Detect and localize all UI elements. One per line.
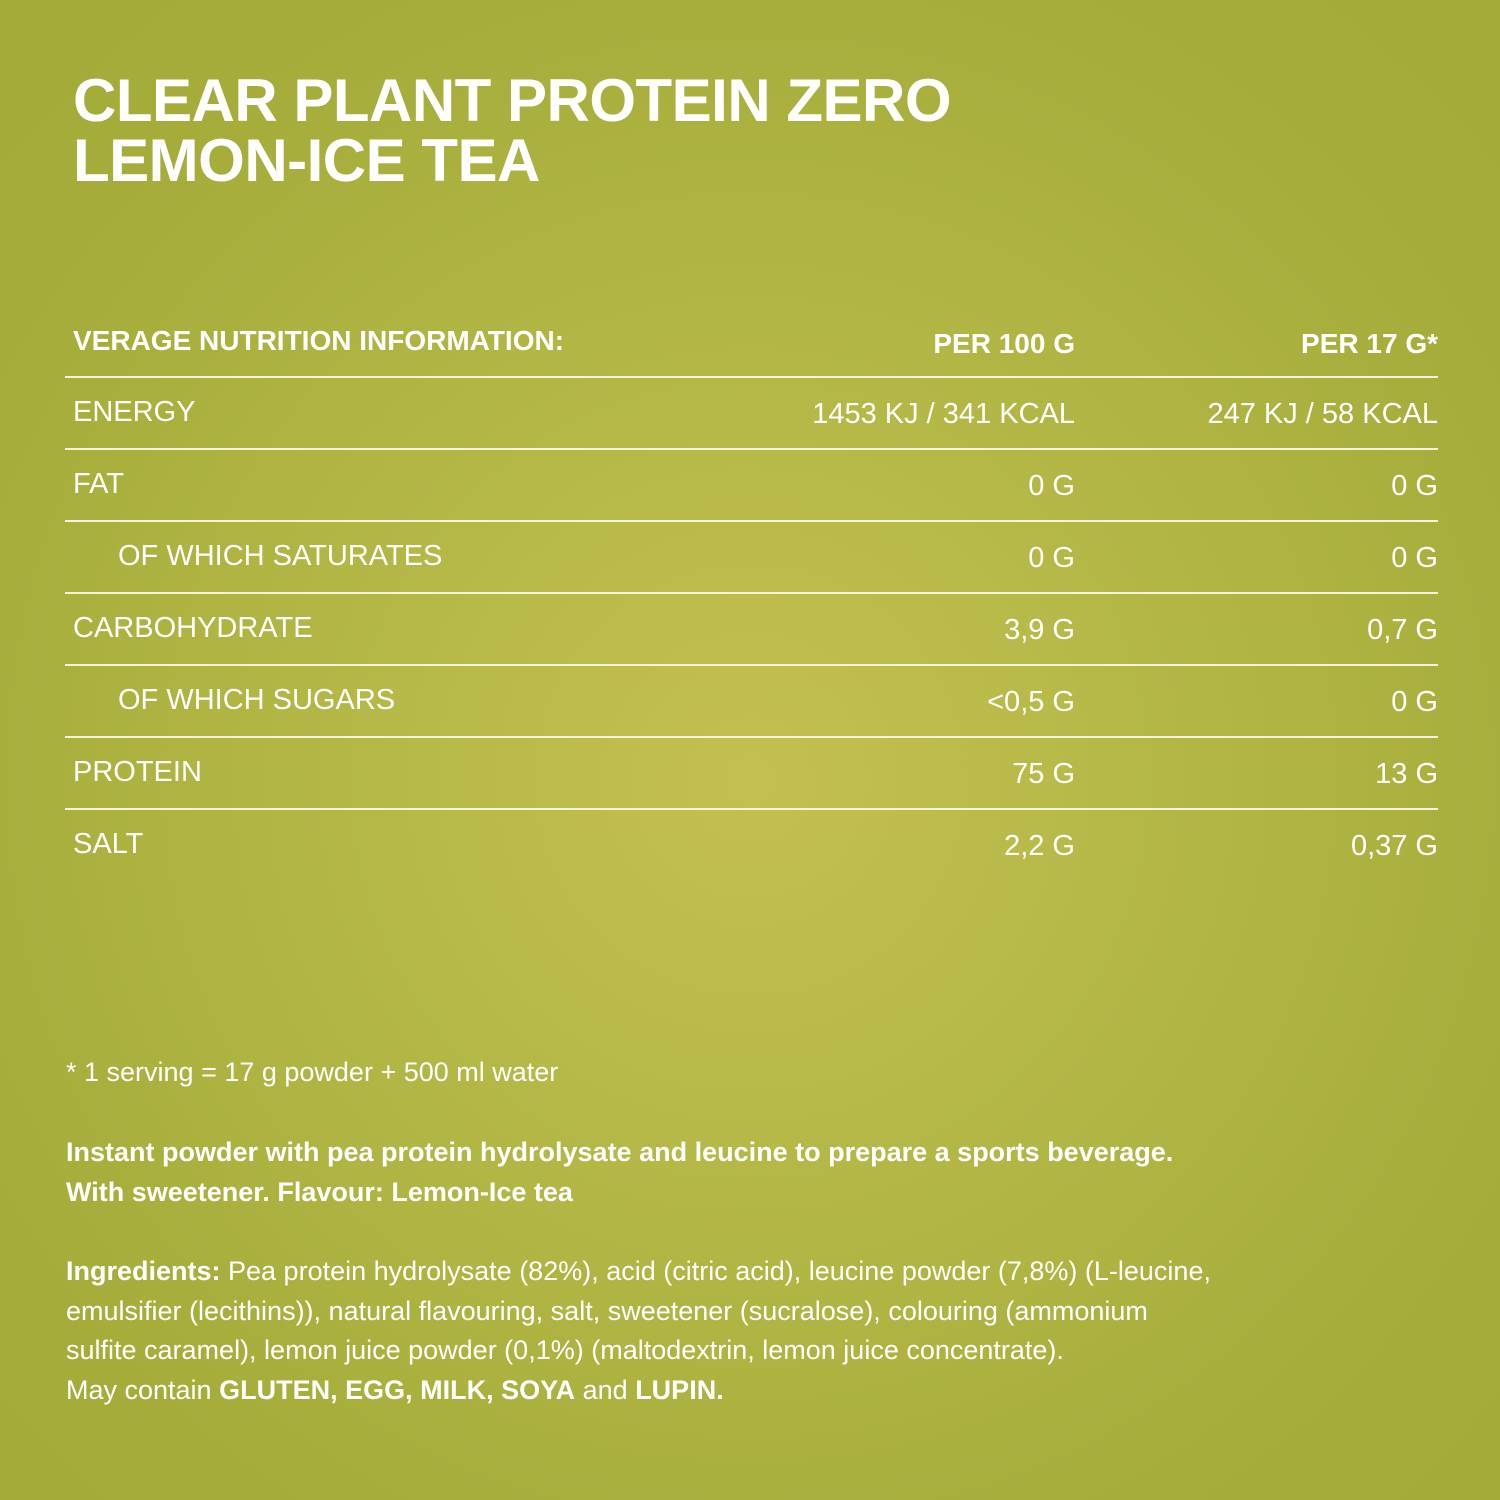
row-value: 75 G <box>1012 758 1075 790</box>
ingredients-text: emulsifier (lecithins)), natural flavour… <box>66 1295 1148 1326</box>
row-value: 0 G <box>1028 542 1075 574</box>
row-value: 0,7 G <box>1367 614 1438 646</box>
row-value: <0,5 G <box>987 686 1075 718</box>
row-label: OF WHICH SATURATES <box>118 540 443 572</box>
ingredients-text: sulfite caramel), lemon juice powder (0,… <box>66 1335 1064 1365</box>
row-label: CARBOHYDRATE <box>73 612 313 644</box>
row-rule <box>65 664 1438 666</box>
row-value: 2,2 G <box>1004 830 1075 862</box>
table-header: PER 100 G <box>933 328 1075 359</box>
footnote: * 1 serving = 17 g powder + 500 ml water <box>66 1057 559 1087</box>
row-value: 0 G <box>1391 686 1438 718</box>
row-rule <box>65 448 1438 450</box>
row-rule <box>65 592 1438 594</box>
row-label: OF WHICH SUGARS <box>118 684 396 716</box>
row-value: 13 G <box>1375 758 1438 790</box>
row-value: 0,37 G <box>1350 830 1438 862</box>
row-value: 0 G <box>1391 542 1438 574</box>
description: With sweetener. Flavour: Lemon-Ice tea <box>66 1176 573 1207</box>
row-value: 3,9 G <box>1004 614 1075 646</box>
ingredients-line: Ingredients: Pea protein hydrolysate (82… <box>66 1256 1211 1287</box>
row-value: 1453 KJ / 341 KCAL <box>812 398 1075 430</box>
title: CLEAR PLANT PROTEIN ZERO <box>73 67 952 134</box>
ingredients-text: GLUTEN, EGG, MILK, SOYA <box>219 1374 576 1405</box>
row-label: PROTEIN <box>73 756 202 788</box>
description: Instant powder with pea protein hydrolys… <box>66 1137 1174 1167</box>
row-value: 0 G <box>1028 470 1075 502</box>
row-rule <box>65 376 1438 378</box>
title: LEMON-ICE TEA <box>73 127 540 194</box>
ingredients-text: May contain <box>66 1374 220 1405</box>
row-rule <box>65 736 1438 738</box>
row-label: ENERGY <box>73 396 196 428</box>
ingredients-line: emulsifier (lecithins)), natural flavour… <box>66 1296 1148 1327</box>
table-header: VERAGE NUTRITION INFORMATION: <box>73 325 565 356</box>
row-rule <box>65 520 1438 522</box>
ingredients-line: sulfite caramel), lemon juice powder (0,… <box>66 1335 1064 1366</box>
table-header: PER 17 G* <box>1301 328 1438 359</box>
ingredients-text: LUPIN. <box>635 1374 724 1405</box>
ingredients-text: Pea protein hydrolysate (82%), acid (cit… <box>220 1256 1211 1286</box>
ingredients-line: May contain GLUTEN, EGG, MILK, SOYA and … <box>66 1375 724 1406</box>
row-rule <box>65 808 1438 810</box>
row-label: FAT <box>73 468 125 500</box>
row-label: SALT <box>73 828 144 860</box>
row-value: 0 G <box>1391 470 1438 502</box>
ingredients-text: Ingredients: <box>66 1256 221 1286</box>
ingredients-text: and <box>575 1374 636 1405</box>
row-value: 247 KJ / 58 KCAL <box>1207 398 1438 430</box>
